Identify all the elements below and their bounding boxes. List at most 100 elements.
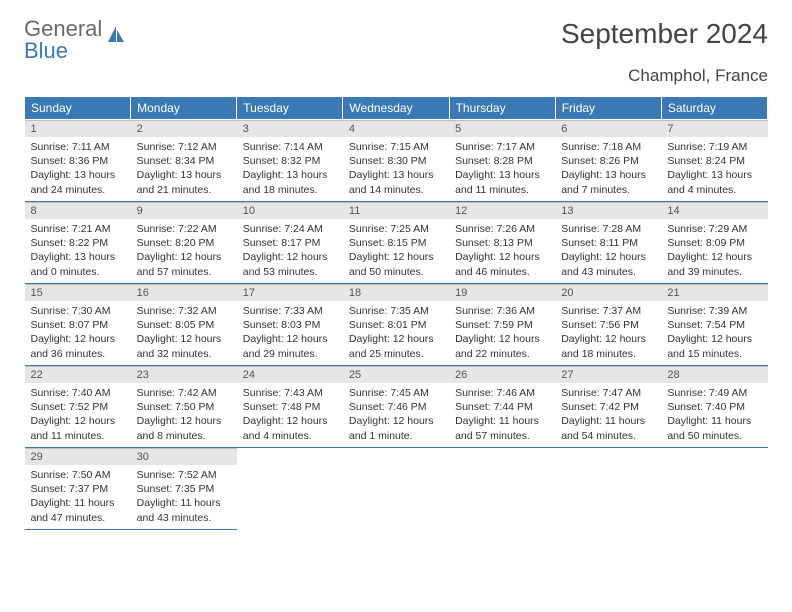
calendar-day-cell: 22Sunrise: 7:40 AMSunset: 7:52 PMDayligh… [25, 366, 131, 448]
day-number: 4 [343, 120, 449, 137]
sunset-line: Sunset: 8:11 PM [561, 236, 655, 250]
sunset-line: Sunset: 8:26 PM [561, 154, 655, 168]
daylight-line: Daylight: 11 hours and 54 minutes. [561, 414, 655, 442]
day-details: Sunrise: 7:39 AMSunset: 7:54 PMDaylight:… [661, 301, 767, 364]
daylight-line: Daylight: 11 hours and 57 minutes. [455, 414, 549, 442]
day-number: 14 [661, 202, 767, 219]
sunset-line: Sunset: 7:59 PM [455, 318, 549, 332]
daylight-line: Daylight: 11 hours and 43 minutes. [137, 496, 231, 524]
sunset-line: Sunset: 7:48 PM [243, 400, 337, 414]
calendar-day-cell: 11Sunrise: 7:25 AMSunset: 8:15 PMDayligh… [343, 202, 449, 284]
day-details: Sunrise: 7:49 AMSunset: 7:40 PMDaylight:… [661, 383, 767, 446]
day-details: Sunrise: 7:25 AMSunset: 8:15 PMDaylight:… [343, 219, 449, 282]
calendar-day-cell: 2Sunrise: 7:12 AMSunset: 8:34 PMDaylight… [131, 120, 237, 202]
sunset-line: Sunset: 7:54 PM [667, 318, 761, 332]
calendar-day-cell: 26Sunrise: 7:46 AMSunset: 7:44 PMDayligh… [449, 366, 555, 448]
daylight-line: Daylight: 13 hours and 21 minutes. [137, 168, 231, 196]
day-details: Sunrise: 7:37 AMSunset: 7:56 PMDaylight:… [555, 301, 661, 364]
calendar-day-cell: 17Sunrise: 7:33 AMSunset: 8:03 PMDayligh… [237, 284, 343, 366]
sunset-line: Sunset: 8:36 PM [31, 154, 125, 168]
sunrise-line: Sunrise: 7:30 AM [31, 304, 125, 318]
sunrise-line: Sunrise: 7:28 AM [561, 222, 655, 236]
day-number: 5 [449, 120, 555, 137]
sunset-line: Sunset: 7:46 PM [349, 400, 443, 414]
location-label: Champhol, France [24, 66, 768, 86]
day-details: Sunrise: 7:26 AMSunset: 8:13 PMDaylight:… [449, 219, 555, 282]
sunrise-line: Sunrise: 7:24 AM [243, 222, 337, 236]
sunset-line: Sunset: 8:01 PM [349, 318, 443, 332]
daylight-line: Daylight: 12 hours and 43 minutes. [561, 250, 655, 278]
calendar-table: Sunday Monday Tuesday Wednesday Thursday… [24, 96, 768, 530]
calendar-day-cell [343, 448, 449, 530]
daylight-line: Daylight: 12 hours and 32 minutes. [137, 332, 231, 360]
daylight-line: Daylight: 12 hours and 18 minutes. [561, 332, 655, 360]
day-details: Sunrise: 7:33 AMSunset: 8:03 PMDaylight:… [237, 301, 343, 364]
sunrise-line: Sunrise: 7:18 AM [561, 140, 655, 154]
sunrise-line: Sunrise: 7:19 AM [667, 140, 761, 154]
day-number: 27 [555, 366, 661, 383]
weekday-header: Wednesday [343, 97, 449, 120]
daylight-line: Daylight: 12 hours and 57 minutes. [137, 250, 231, 278]
sunrise-line: Sunrise: 7:52 AM [137, 468, 231, 482]
sunset-line: Sunset: 7:37 PM [31, 482, 125, 496]
sunset-line: Sunset: 7:56 PM [561, 318, 655, 332]
sunrise-line: Sunrise: 7:39 AM [667, 304, 761, 318]
daylight-line: Daylight: 12 hours and 8 minutes. [137, 414, 231, 442]
day-number: 16 [131, 284, 237, 301]
day-number: 9 [131, 202, 237, 219]
sunset-line: Sunset: 8:20 PM [137, 236, 231, 250]
day-details: Sunrise: 7:42 AMSunset: 7:50 PMDaylight:… [131, 383, 237, 446]
calendar-day-cell: 12Sunrise: 7:26 AMSunset: 8:13 PMDayligh… [449, 202, 555, 284]
sunrise-line: Sunrise: 7:40 AM [31, 386, 125, 400]
calendar-day-cell [555, 448, 661, 530]
sunrise-line: Sunrise: 7:14 AM [243, 140, 337, 154]
day-number: 12 [449, 202, 555, 219]
calendar-week-row: 15Sunrise: 7:30 AMSunset: 8:07 PMDayligh… [25, 284, 768, 366]
calendar-day-cell: 18Sunrise: 7:35 AMSunset: 8:01 PMDayligh… [343, 284, 449, 366]
day-details: Sunrise: 7:24 AMSunset: 8:17 PMDaylight:… [237, 219, 343, 282]
calendar-day-cell: 28Sunrise: 7:49 AMSunset: 7:40 PMDayligh… [661, 366, 767, 448]
calendar-week-row: 1Sunrise: 7:11 AMSunset: 8:36 PMDaylight… [25, 120, 768, 202]
day-details: Sunrise: 7:45 AMSunset: 7:46 PMDaylight:… [343, 383, 449, 446]
day-number: 21 [661, 284, 767, 301]
day-number: 29 [25, 448, 131, 465]
sunrise-line: Sunrise: 7:50 AM [31, 468, 125, 482]
calendar-day-cell: 20Sunrise: 7:37 AMSunset: 7:56 PMDayligh… [555, 284, 661, 366]
day-details: Sunrise: 7:19 AMSunset: 8:24 PMDaylight:… [661, 137, 767, 200]
sunset-line: Sunset: 8:30 PM [349, 154, 443, 168]
sunrise-line: Sunrise: 7:45 AM [349, 386, 443, 400]
logo-line2: Blue [24, 40, 102, 62]
day-number: 10 [237, 202, 343, 219]
daylight-line: Daylight: 13 hours and 0 minutes. [31, 250, 125, 278]
calendar-day-cell: 21Sunrise: 7:39 AMSunset: 7:54 PMDayligh… [661, 284, 767, 366]
weekday-header-row: Sunday Monday Tuesday Wednesday Thursday… [25, 97, 768, 120]
sunrise-line: Sunrise: 7:33 AM [243, 304, 337, 318]
daylight-line: Daylight: 12 hours and 4 minutes. [243, 414, 337, 442]
calendar-day-cell: 3Sunrise: 7:14 AMSunset: 8:32 PMDaylight… [237, 120, 343, 202]
sunset-line: Sunset: 8:32 PM [243, 154, 337, 168]
sunset-line: Sunset: 8:09 PM [667, 236, 761, 250]
sunset-line: Sunset: 8:13 PM [455, 236, 549, 250]
day-number: 11 [343, 202, 449, 219]
sunrise-line: Sunrise: 7:37 AM [561, 304, 655, 318]
daylight-line: Daylight: 12 hours and 53 minutes. [243, 250, 337, 278]
day-number: 2 [131, 120, 237, 137]
day-details: Sunrise: 7:18 AMSunset: 8:26 PMDaylight:… [555, 137, 661, 200]
day-details: Sunrise: 7:14 AMSunset: 8:32 PMDaylight:… [237, 137, 343, 200]
day-number: 22 [25, 366, 131, 383]
day-number: 3 [237, 120, 343, 137]
daylight-line: Daylight: 12 hours and 15 minutes. [667, 332, 761, 360]
calendar-day-cell: 27Sunrise: 7:47 AMSunset: 7:42 PMDayligh… [555, 366, 661, 448]
sunset-line: Sunset: 7:44 PM [455, 400, 549, 414]
day-number: 23 [131, 366, 237, 383]
sunrise-line: Sunrise: 7:15 AM [349, 140, 443, 154]
daylight-line: Daylight: 11 hours and 47 minutes. [31, 496, 125, 524]
weekday-header: Monday [131, 97, 237, 120]
calendar-day-cell: 5Sunrise: 7:17 AMSunset: 8:28 PMDaylight… [449, 120, 555, 202]
day-number: 13 [555, 202, 661, 219]
calendar-week-row: 22Sunrise: 7:40 AMSunset: 7:52 PMDayligh… [25, 366, 768, 448]
sunrise-line: Sunrise: 7:25 AM [349, 222, 443, 236]
day-number: 24 [237, 366, 343, 383]
sunrise-line: Sunrise: 7:46 AM [455, 386, 549, 400]
calendar-day-cell: 8Sunrise: 7:21 AMSunset: 8:22 PMDaylight… [25, 202, 131, 284]
